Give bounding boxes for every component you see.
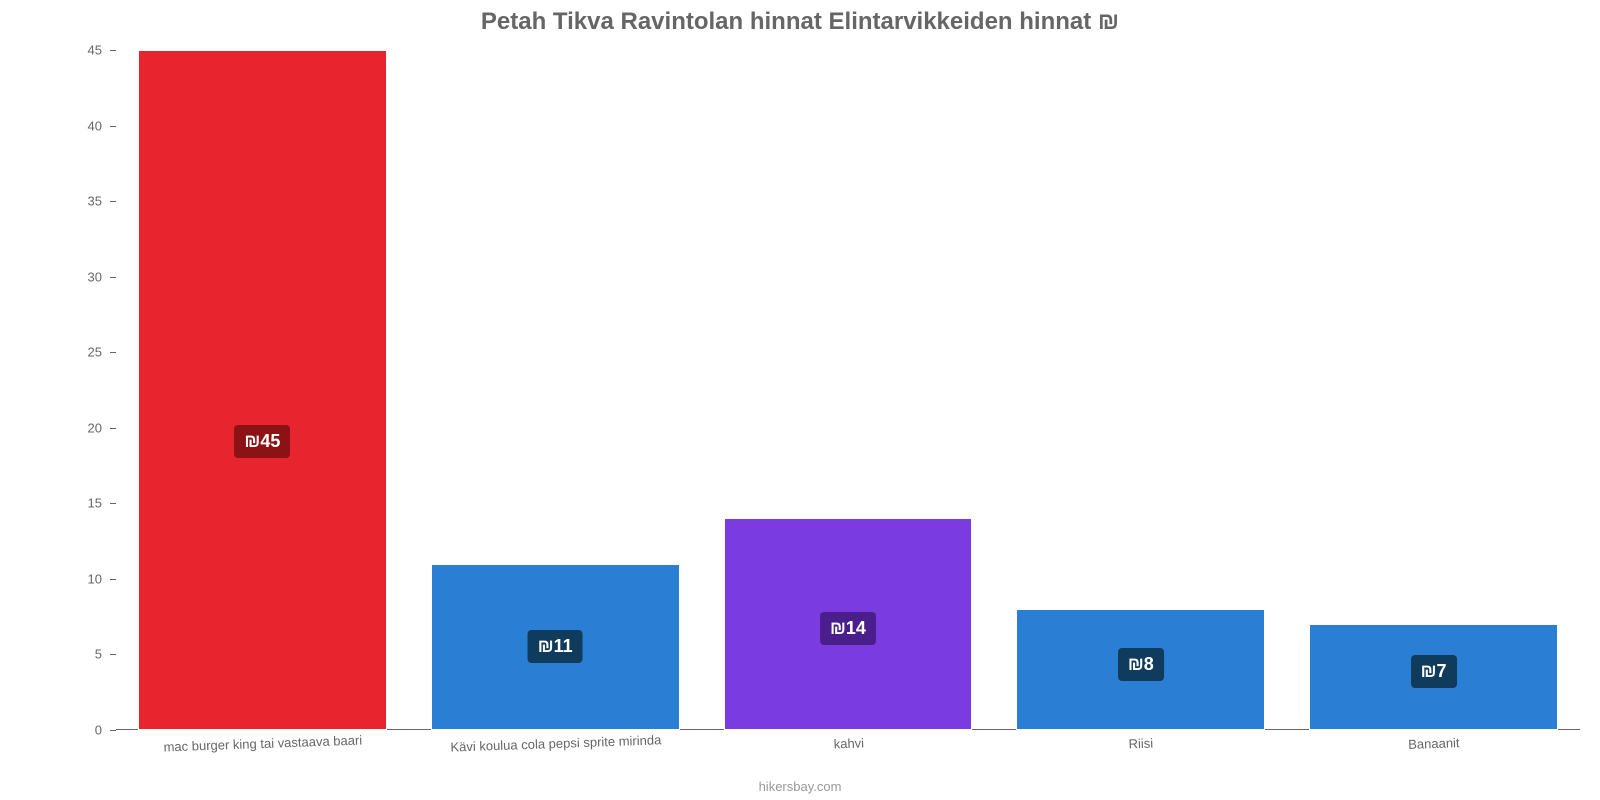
x-axis-labels: mac burger king tai vastaava baariKävi k… [116,730,1580,751]
plot-region: ₪45 ₪11 ₪14 ₪8 ₪7 [116,50,1580,730]
bars-container: ₪45 ₪11 ₪14 ₪8 ₪7 [116,50,1580,730]
bar: ₪14 [724,518,973,730]
bar-slot: ₪14 [702,50,995,730]
bar-slot: ₪11 [409,50,702,730]
bar-value-badge: ₪7 [1411,655,1457,688]
y-tick-label: 15 [88,496,102,511]
y-tick-label: 45 [88,43,102,58]
bar-value-badge: ₪45 [234,425,290,458]
y-tick-label: 35 [88,194,102,209]
chart-title: Petah Tikva Ravintolan hinnat Elintarvik… [0,0,1600,36]
bar: ₪8 [1016,609,1265,730]
bar: ₪11 [431,564,680,730]
y-tick-label: 10 [88,571,102,586]
attribution-text: hikersbay.com [0,779,1600,794]
y-tick-label: 0 [95,723,102,738]
bar-slot: ₪8 [994,50,1287,730]
y-tick-label: 25 [88,345,102,360]
x-axis-label: Riisi [994,725,1287,756]
x-axis-label: Kävi koulua cola pepsi sprite mirinda [409,725,702,756]
y-tick-label: 40 [88,118,102,133]
bar-value-badge: ₪14 [820,612,876,645]
chart-area: 051015202530354045 ₪45₪11₪14₪8₪7 mac bur… [70,50,1580,730]
y-tick-label: 5 [95,647,102,662]
x-axis-label: mac burger king tai vastaava baari [116,725,409,756]
bar-value-badge: ₪8 [1118,648,1164,681]
y-axis: 051015202530354045 [70,50,110,730]
bar-slot: ₪7 [1287,50,1580,730]
bar: ₪45 [138,50,387,730]
bar-value-badge: ₪11 [528,630,583,663]
y-tick-label: 30 [88,269,102,284]
bar-slot: ₪45 [116,50,409,730]
x-axis-label: Banaanit [1287,725,1580,756]
y-tick-label: 20 [88,420,102,435]
bar: ₪7 [1309,624,1558,730]
x-axis-label: kahvi [702,725,995,756]
